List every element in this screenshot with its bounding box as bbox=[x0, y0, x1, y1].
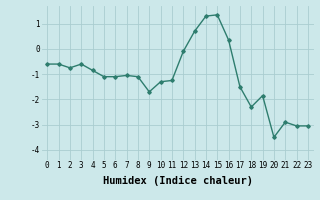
X-axis label: Humidex (Indice chaleur): Humidex (Indice chaleur) bbox=[103, 176, 252, 186]
